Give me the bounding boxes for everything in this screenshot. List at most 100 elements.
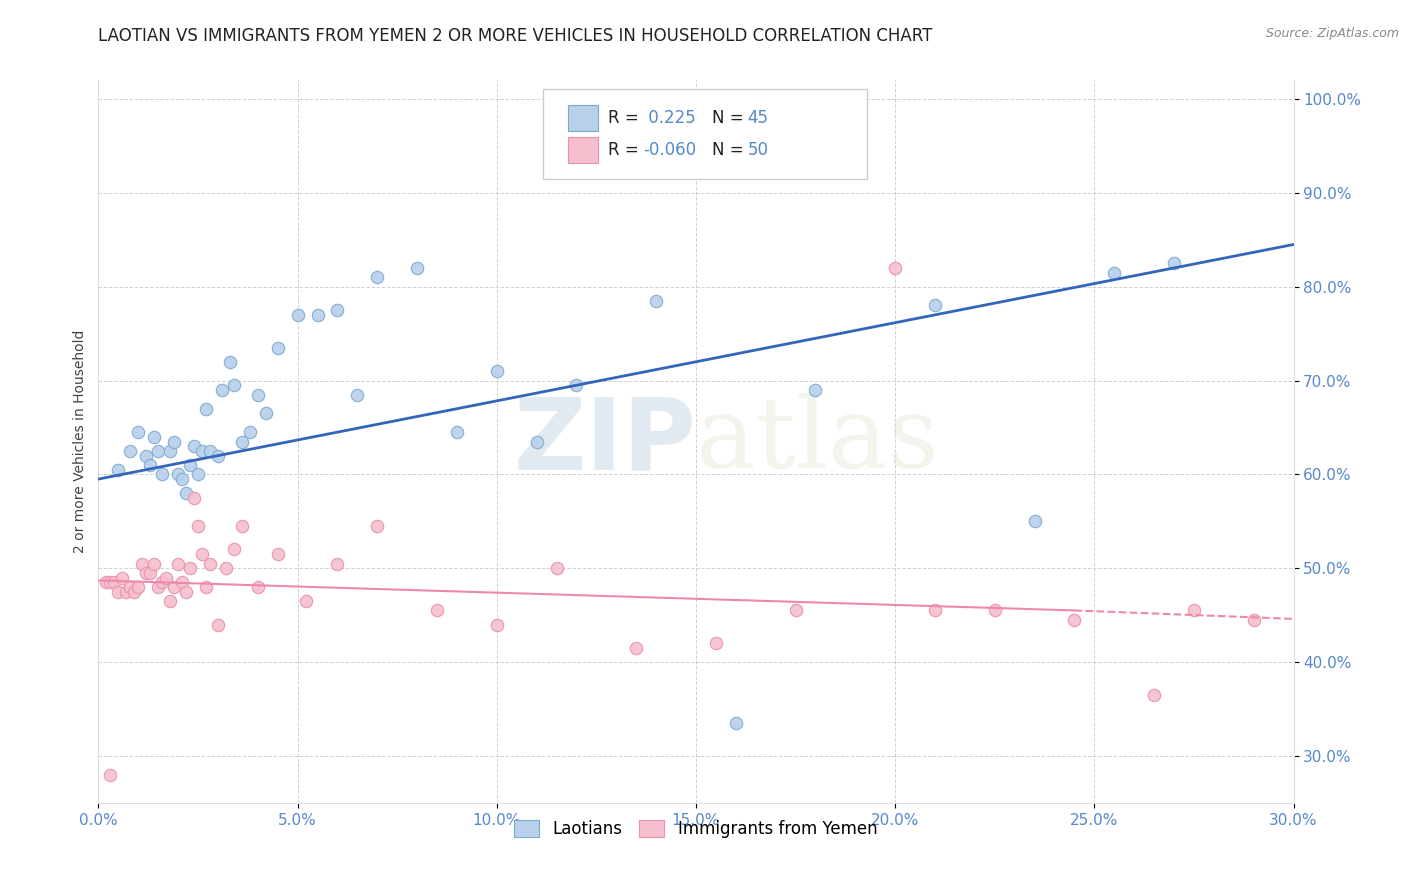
Point	[222, 542, 245, 557]
Point	[366, 519, 388, 533]
FancyBboxPatch shape	[543, 89, 868, 178]
Point	[143, 430, 166, 444]
Point	[195, 401, 218, 416]
Point	[546, 561, 568, 575]
Point	[127, 425, 149, 439]
FancyBboxPatch shape	[568, 136, 598, 162]
Point	[191, 444, 214, 458]
Point	[148, 580, 170, 594]
Text: ZIP: ZIP	[513, 393, 696, 490]
Point	[174, 486, 197, 500]
Point	[139, 566, 162, 580]
Point	[198, 444, 221, 458]
Legend: Laotians, Immigrants from Yemen: Laotians, Immigrants from Yemen	[508, 814, 884, 845]
Point	[485, 617, 508, 632]
Point	[139, 458, 162, 472]
Point	[222, 378, 245, 392]
Text: LAOTIAN VS IMMIGRANTS FROM YEMEN 2 OR MORE VEHICLES IN HOUSEHOLD CORRELATION CHA: LAOTIAN VS IMMIGRANTS FROM YEMEN 2 OR MO…	[98, 27, 932, 45]
Text: Source: ZipAtlas.com: Source: ZipAtlas.com	[1265, 27, 1399, 40]
Point	[187, 467, 209, 482]
Text: 45: 45	[748, 109, 768, 127]
Point	[215, 561, 238, 575]
Point	[111, 571, 134, 585]
Point	[254, 406, 277, 420]
Point	[426, 603, 449, 617]
Point	[150, 467, 173, 482]
Point	[924, 603, 946, 617]
Point	[246, 580, 269, 594]
Point	[172, 575, 194, 590]
Point	[143, 557, 166, 571]
Point	[96, 575, 118, 590]
Point	[183, 491, 205, 505]
Point	[1163, 256, 1185, 270]
Point	[231, 519, 253, 533]
Point	[163, 580, 186, 594]
FancyBboxPatch shape	[568, 105, 598, 131]
Point	[155, 571, 177, 585]
Point	[207, 617, 229, 632]
Point	[131, 557, 153, 571]
Point	[1024, 514, 1046, 528]
Text: N =: N =	[711, 109, 744, 127]
Text: atlas: atlas	[696, 393, 939, 490]
Point	[326, 557, 349, 571]
Point	[704, 636, 727, 650]
Point	[179, 561, 201, 575]
Point	[1143, 688, 1166, 702]
Point	[294, 594, 316, 608]
Text: R =: R =	[607, 109, 638, 127]
Point	[307, 308, 329, 322]
Point	[115, 584, 138, 599]
Point	[183, 439, 205, 453]
Point	[267, 547, 290, 561]
Point	[526, 434, 548, 449]
Point	[231, 434, 253, 449]
Y-axis label: 2 or more Vehicles in Household: 2 or more Vehicles in Household	[73, 330, 87, 553]
Point	[127, 580, 149, 594]
Point	[267, 341, 290, 355]
Point	[446, 425, 468, 439]
Point	[645, 293, 668, 308]
Point	[219, 355, 242, 369]
Point	[485, 364, 508, 378]
Point	[124, 584, 146, 599]
Point	[195, 580, 218, 594]
Point	[107, 584, 129, 599]
Point	[120, 580, 142, 594]
Point	[198, 557, 221, 571]
Point	[174, 584, 197, 599]
Point	[984, 603, 1007, 617]
Point	[135, 566, 157, 580]
Point	[1063, 613, 1085, 627]
Point	[172, 472, 194, 486]
Point	[107, 463, 129, 477]
Point	[159, 444, 181, 458]
Point	[103, 575, 125, 590]
Point	[179, 458, 201, 472]
Text: -0.060: -0.060	[644, 141, 696, 159]
Point	[287, 308, 309, 322]
Point	[150, 575, 173, 590]
Point	[135, 449, 157, 463]
Point	[98, 767, 122, 781]
Point	[120, 444, 142, 458]
Point	[239, 425, 262, 439]
Text: R =: R =	[607, 141, 638, 159]
Point	[366, 270, 388, 285]
Point	[163, 434, 186, 449]
Point	[1182, 603, 1205, 617]
Point	[785, 603, 807, 617]
Point	[159, 594, 181, 608]
Point	[406, 260, 429, 275]
Point	[167, 557, 190, 571]
Point	[1104, 266, 1126, 280]
Point	[804, 383, 827, 397]
Text: N =: N =	[711, 141, 744, 159]
Point	[924, 298, 946, 312]
Point	[148, 444, 170, 458]
Point	[1243, 613, 1265, 627]
Point	[98, 575, 122, 590]
Point	[565, 378, 588, 392]
Point	[724, 716, 747, 731]
